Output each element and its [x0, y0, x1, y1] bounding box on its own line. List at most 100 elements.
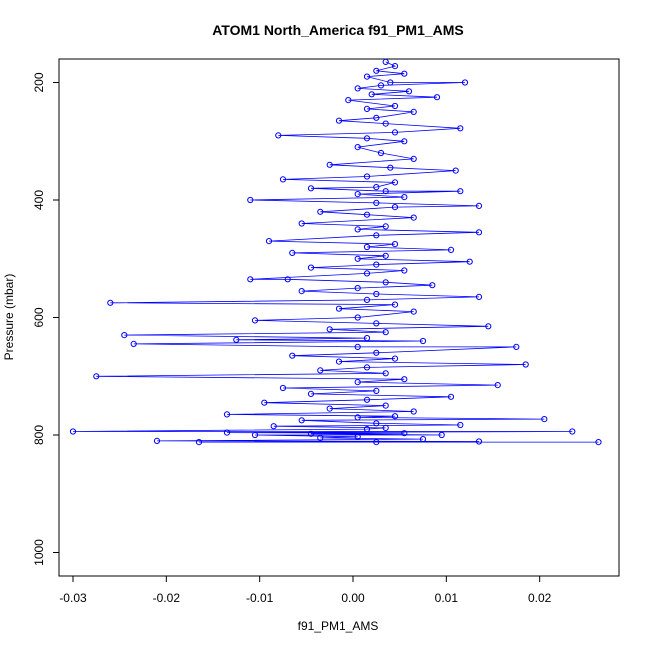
data-point [251, 317, 259, 324]
data-point [541, 416, 548, 423]
data-point [419, 436, 427, 443]
data-point [410, 408, 417, 415]
data-point [284, 276, 291, 283]
data-point [485, 323, 492, 330]
data-point [93, 373, 100, 380]
data-point [326, 326, 333, 333]
data-point [391, 129, 399, 136]
data-point [461, 79, 469, 86]
data-point [354, 144, 361, 151]
data-point [354, 191, 361, 198]
data-point [307, 264, 315, 271]
data-point [317, 367, 324, 374]
data-point [69, 428, 77, 435]
data-point [382, 424, 389, 431]
data-point [401, 138, 408, 145]
data-point [387, 79, 394, 86]
data-point [382, 223, 389, 230]
data-point [373, 420, 380, 427]
data-point [382, 402, 389, 409]
data-point [391, 413, 399, 420]
y-tick-label: 600 [32, 307, 46, 327]
data-point [466, 258, 473, 265]
data-point [373, 67, 380, 74]
series-layer [69, 58, 602, 446]
data-point [335, 117, 343, 124]
data-point [363, 135, 371, 142]
data-point [298, 220, 305, 227]
data-point [317, 434, 324, 441]
data-point [354, 85, 361, 92]
x-tick-label: -0.03 [59, 591, 87, 605]
data-point [247, 196, 254, 204]
data-point [373, 184, 380, 191]
data-point [265, 238, 273, 245]
data-point [279, 176, 287, 183]
data-point [373, 349, 380, 356]
data-point [475, 293, 483, 300]
data-point [223, 411, 231, 418]
data-point [354, 343, 361, 350]
data-point [475, 229, 483, 236]
data-point [382, 252, 389, 259]
data-point [289, 249, 296, 256]
data-point [289, 352, 296, 359]
data-point [354, 433, 361, 440]
data-point [247, 276, 254, 283]
data-point [307, 185, 315, 192]
data-point [373, 261, 380, 268]
y-tick-label: 1000 [32, 539, 46, 566]
data-point [345, 97, 352, 104]
data-point [494, 382, 501, 389]
data-point [363, 243, 371, 251]
data-point [326, 161, 333, 168]
x-tick-label: 0.01 [435, 591, 459, 605]
data-point [373, 199, 380, 206]
series-line [72, 61, 599, 443]
data-point [363, 296, 371, 303]
data-point [410, 214, 417, 221]
data-point [391, 179, 399, 186]
data-point [354, 314, 361, 321]
data-point [363, 270, 371, 277]
data-point [368, 91, 375, 98]
data-point [475, 202, 483, 209]
data-point [363, 105, 371, 113]
data-point [298, 288, 305, 295]
data-point [391, 301, 399, 308]
data-point [107, 299, 114, 306]
data-point [354, 255, 361, 262]
data-point [391, 102, 399, 110]
data-point [452, 167, 459, 174]
data-point [382, 120, 389, 127]
data-point [354, 379, 361, 386]
data-point [354, 285, 361, 292]
x-axis: -0.03 -0.02 -0.01 0.00 0.01 0.02 [59, 576, 552, 605]
data-point [363, 173, 371, 180]
data-point [447, 246, 455, 253]
y-tick-label: 200 [32, 72, 46, 92]
data-point [569, 428, 576, 435]
data-point [270, 423, 277, 430]
x-tick-label: -0.01 [246, 591, 274, 605]
data-point [279, 384, 287, 392]
x-tick-label: -0.02 [153, 591, 181, 605]
data-point [354, 226, 361, 233]
data-point [354, 414, 361, 421]
data-point [326, 405, 333, 412]
x-axis-label: f91_PM1_AMS [298, 619, 379, 633]
data-point [363, 73, 371, 80]
x-tick-label: 0.02 [528, 591, 552, 605]
data-point [307, 390, 315, 397]
data-point [363, 396, 371, 403]
data-point [410, 308, 417, 315]
data-point [373, 439, 380, 446]
data-point [373, 290, 380, 298]
data-point [401, 70, 408, 77]
data-point [363, 426, 371, 433]
data-point [457, 125, 464, 132]
data-point [335, 305, 343, 312]
data-point [363, 335, 371, 342]
data-point [275, 132, 282, 139]
